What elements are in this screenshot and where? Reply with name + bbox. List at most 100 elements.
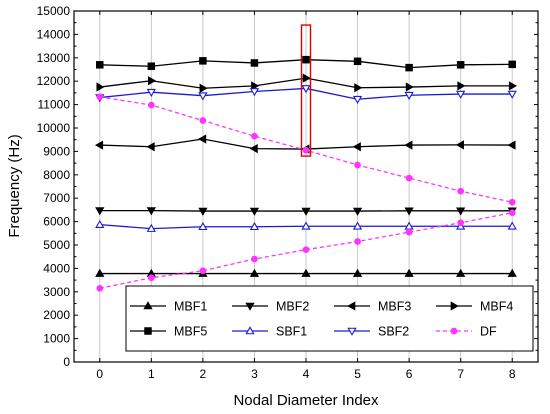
data-point-df-upper-8 (508, 198, 516, 206)
data-point-mbf4-1 (148, 76, 157, 86)
data-point-mbf4-8 (508, 81, 518, 91)
data-point-df-upper-1 (147, 101, 155, 109)
data-point-df-upper-7 (457, 187, 465, 195)
legend-marker-sbf1 (245, 326, 255, 335)
legend-label-sbf1: SBF1 (276, 325, 307, 339)
data-point-mbf4-2 (199, 83, 208, 93)
legend-label-mbf1: MBF1 (174, 300, 207, 314)
data-point-df-3 (251, 255, 258, 263)
data-point-mbf5-5 (353, 57, 362, 66)
x-axis-title: Nodal Diameter Index (233, 392, 379, 409)
data-point-mbf5-7 (456, 61, 465, 69)
data-point-mbf5-2 (199, 57, 207, 65)
series-mbf4 (96, 73, 518, 93)
legend-label-mbf2: MBF2 (276, 300, 309, 314)
data-point-df-8 (508, 209, 516, 217)
data-point-mbf1-8 (507, 268, 517, 277)
data-point-df-4 (302, 246, 310, 254)
y-tick-label: 9000 (43, 144, 70, 158)
y-tick-label: 15000 (37, 4, 71, 18)
data-point-mbf3-1 (146, 142, 155, 152)
data-point-df-upper-3 (251, 132, 258, 140)
data-point-df-6 (405, 228, 413, 236)
y-tick-label: 14000 (37, 27, 71, 41)
data-point-mbf2-4 (301, 207, 311, 216)
data-point-sbf1-5 (352, 221, 363, 230)
data-point-sbf1-3 (249, 221, 260, 231)
data-point-sbf1-8 (507, 221, 517, 230)
x-tick-label: 6 (406, 367, 413, 381)
legend-item-mbf1: MBF1 (130, 300, 207, 314)
legend-label-mbf5: MBF5 (174, 325, 207, 339)
y-tick-label: 7000 (43, 191, 70, 205)
legend-marker-mbf5 (144, 327, 152, 335)
y-tick-label: 0 (63, 355, 70, 369)
data-point-mbf3-0 (94, 140, 104, 150)
y-axis-title: Frequency (Hz) (6, 134, 23, 237)
legend-label-sbf2: SBF2 (378, 325, 409, 339)
data-point-mbf2-2 (198, 207, 208, 216)
data-point-mbf4-7 (457, 81, 466, 91)
data-point-mbf5-1 (147, 62, 156, 70)
data-point-mbf1-6 (404, 268, 414, 277)
y-tick-label: 5000 (43, 238, 70, 252)
series-mbf2 (95, 207, 517, 216)
data-point-mbf2-6 (404, 207, 414, 216)
data-point-mbf5-0 (96, 61, 104, 69)
data-point-sbf1-0 (95, 219, 105, 228)
data-point-mbf4-6 (405, 82, 414, 92)
data-point-sbf2-5 (352, 95, 363, 105)
data-point-mbf2-5 (352, 207, 363, 216)
legend-item-sbf2: SBF2 (334, 325, 409, 339)
legend-label-df: DF (480, 325, 497, 339)
data-point-df-7 (457, 219, 465, 227)
x-tick-label: 8 (509, 367, 516, 381)
data-point-sbf2-6 (404, 91, 414, 101)
y-tick-label: 13000 (37, 51, 71, 65)
legend-marker-mbf2 (245, 302, 255, 311)
data-point-mbf1-5 (352, 268, 363, 277)
legend-item-df: DF (436, 325, 497, 339)
series-mbf1 (95, 268, 517, 277)
data-point-mbf3-6 (404, 140, 413, 150)
data-point-df-0 (96, 284, 104, 292)
legend-item-mbf2: MBF2 (232, 300, 309, 314)
y-tick-label: 8000 (43, 168, 70, 182)
data-point-df-upper-2 (199, 117, 207, 124)
data-point-sbf2-2 (198, 92, 208, 101)
legend-item-mbf5: MBF5 (130, 325, 207, 339)
legend-item-mbf3: MBF3 (334, 300, 411, 314)
data-point-sbf2-8 (507, 90, 517, 99)
legend-box (125, 285, 534, 352)
axes: 0 1 2 3 4 5 6 7 8 0 1000 2000 3000 4000 5000 6000 7000 80… (37, 4, 538, 381)
highlight-box (300, 24, 312, 157)
y-tick-label: 4000 (43, 261, 70, 275)
data-point-sbf2-3 (249, 88, 260, 97)
legend-marker-mbf4 (450, 301, 459, 311)
legend-label-mbf3: MBF3 (378, 300, 411, 314)
data-point-mbf3-2 (198, 134, 207, 144)
data-point-sbf1-2 (198, 221, 208, 231)
data-point-mbf4-4 (302, 73, 311, 83)
x-tick-label: 5 (354, 367, 361, 381)
y-tick-label: 3000 (43, 285, 70, 299)
data-point-mbf3-5 (352, 142, 361, 152)
data-point-mbf5-6 (405, 63, 413, 72)
data-point-mbf1-0 (95, 268, 105, 277)
data-point-mbf2-7 (456, 207, 466, 216)
series-layer (94, 55, 518, 292)
data-point-mbf3-7 (455, 140, 464, 150)
legend-marker-df (450, 327, 458, 335)
legend-label-mbf4: MBF4 (480, 300, 513, 314)
data-point-sbf2-7 (456, 90, 466, 99)
x-tick-label: 0 (96, 367, 103, 381)
y-tick-label: 1000 (43, 332, 70, 346)
data-point-df-upper-0 (96, 93, 104, 101)
legend-marker-sbf2 (347, 327, 357, 336)
data-point-df-upper-5 (354, 161, 361, 169)
data-point-df-5 (354, 238, 361, 245)
data-point-sbf2-4 (301, 85, 311, 94)
data-point-mbf2-0 (95, 207, 105, 216)
data-point-df-2 (199, 267, 207, 275)
